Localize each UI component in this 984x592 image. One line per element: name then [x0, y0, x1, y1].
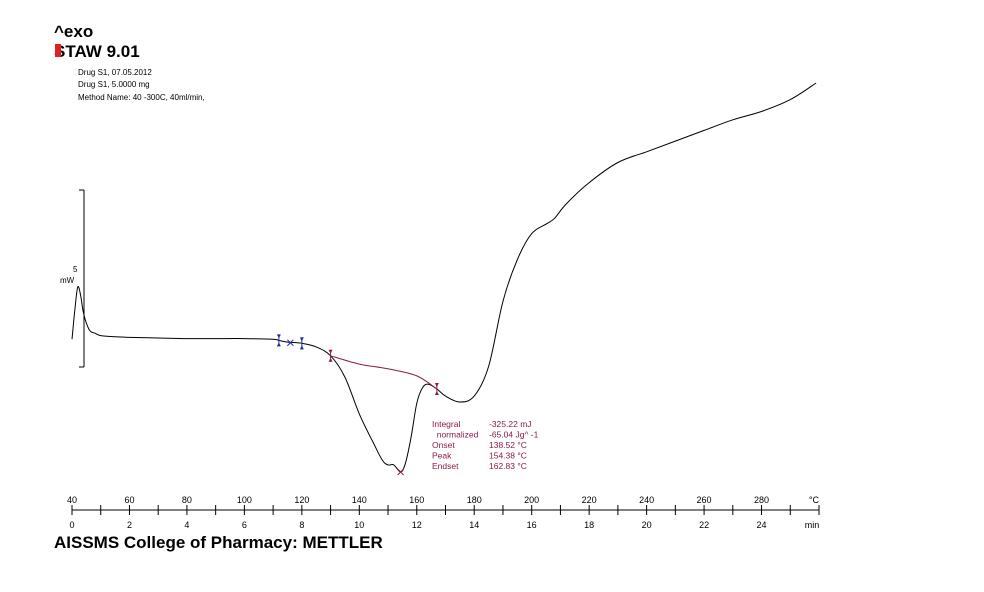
sample-info-line-1: Drug S1, 07.05.2012 — [78, 68, 152, 77]
temperature-tick-label: 100 — [237, 495, 252, 505]
result-label: Onset — [432, 440, 455, 450]
peak-evaluation-results: Integral -325.22 mJ normalized -65.04 Jg^ … — [432, 419, 539, 471]
scale-bar-value: 5 — [73, 265, 78, 274]
time-tick-label: 22 — [699, 520, 709, 530]
result-value: 138.52 °C — [489, 440, 527, 450]
exo-direction-label: ^exo — [54, 22, 93, 41]
time-tick-label: 24 — [757, 520, 767, 530]
temperature-tick-label: 80 — [182, 495, 192, 505]
integration-limit-marker — [276, 334, 281, 347]
dsc-curve — [71, 82, 817, 473]
temperature-tick-label: 240 — [639, 495, 654, 505]
temperature-tick-label: 140 — [352, 495, 367, 505]
time-tick-label: 8 — [299, 520, 304, 530]
time-tick-label: 4 — [184, 520, 189, 530]
integration-limit-marker — [328, 349, 333, 362]
result-label: normalized — [432, 430, 479, 440]
integration-baseline — [330, 355, 438, 390]
footer-institution: AISSMS College of Pharmacy: METTLER — [54, 533, 383, 552]
time-tick-label: 12 — [412, 520, 422, 530]
scale-bar — [79, 189, 85, 368]
temperature-unit-label: °C — [809, 495, 820, 505]
time-tick-label: 16 — [527, 520, 537, 530]
time-tick-label: 14 — [469, 520, 479, 530]
result-value: 162.83 °C — [489, 461, 527, 471]
peak-marker — [397, 468, 404, 476]
integration-limit-marker — [434, 382, 439, 395]
time-tick-label: 10 — [354, 520, 364, 530]
result-value: 154.38 °C — [489, 451, 527, 461]
time-tick-label: 2 — [127, 520, 132, 530]
method-name: Method Name: 40 -300C, 40ml/min, — [78, 93, 205, 102]
temperature-tick-label: 60 — [124, 495, 134, 505]
result-label: Peak — [432, 451, 452, 461]
software-logo-icon — [55, 44, 61, 57]
time-unit-label: min — [805, 520, 820, 530]
temperature-tick-label: 260 — [697, 495, 712, 505]
result-label: Endset — [432, 461, 459, 471]
software-label: STAW 9.01 — [54, 42, 140, 61]
sample-info-line-2: Drug S1, 5.0000 mg — [78, 80, 150, 89]
time-tick-label: 20 — [642, 520, 652, 530]
integration-limit-marker — [299, 337, 304, 350]
result-value: -325.22 mJ — [489, 419, 532, 429]
temperature-tick-label: 40 — [67, 495, 77, 505]
time-tick-label: 6 — [242, 520, 247, 530]
temperature-tick-label: 280 — [754, 495, 769, 505]
result-label: Integral — [432, 419, 460, 429]
temperature-tick-label: 200 — [524, 495, 539, 505]
time-tick-label: 18 — [584, 520, 594, 530]
time-tick-label: 0 — [69, 520, 74, 530]
temperature-tick-label: 160 — [409, 495, 424, 505]
peak-marker — [287, 339, 294, 347]
temperature-tick-label: 220 — [582, 495, 597, 505]
result-value: -65.04 Jg^ -1 — [489, 430, 539, 440]
temperature-tick-label: 120 — [294, 495, 309, 505]
scale-bar-unit: mW — [60, 276, 75, 285]
temperature-tick-label: 180 — [467, 495, 482, 505]
